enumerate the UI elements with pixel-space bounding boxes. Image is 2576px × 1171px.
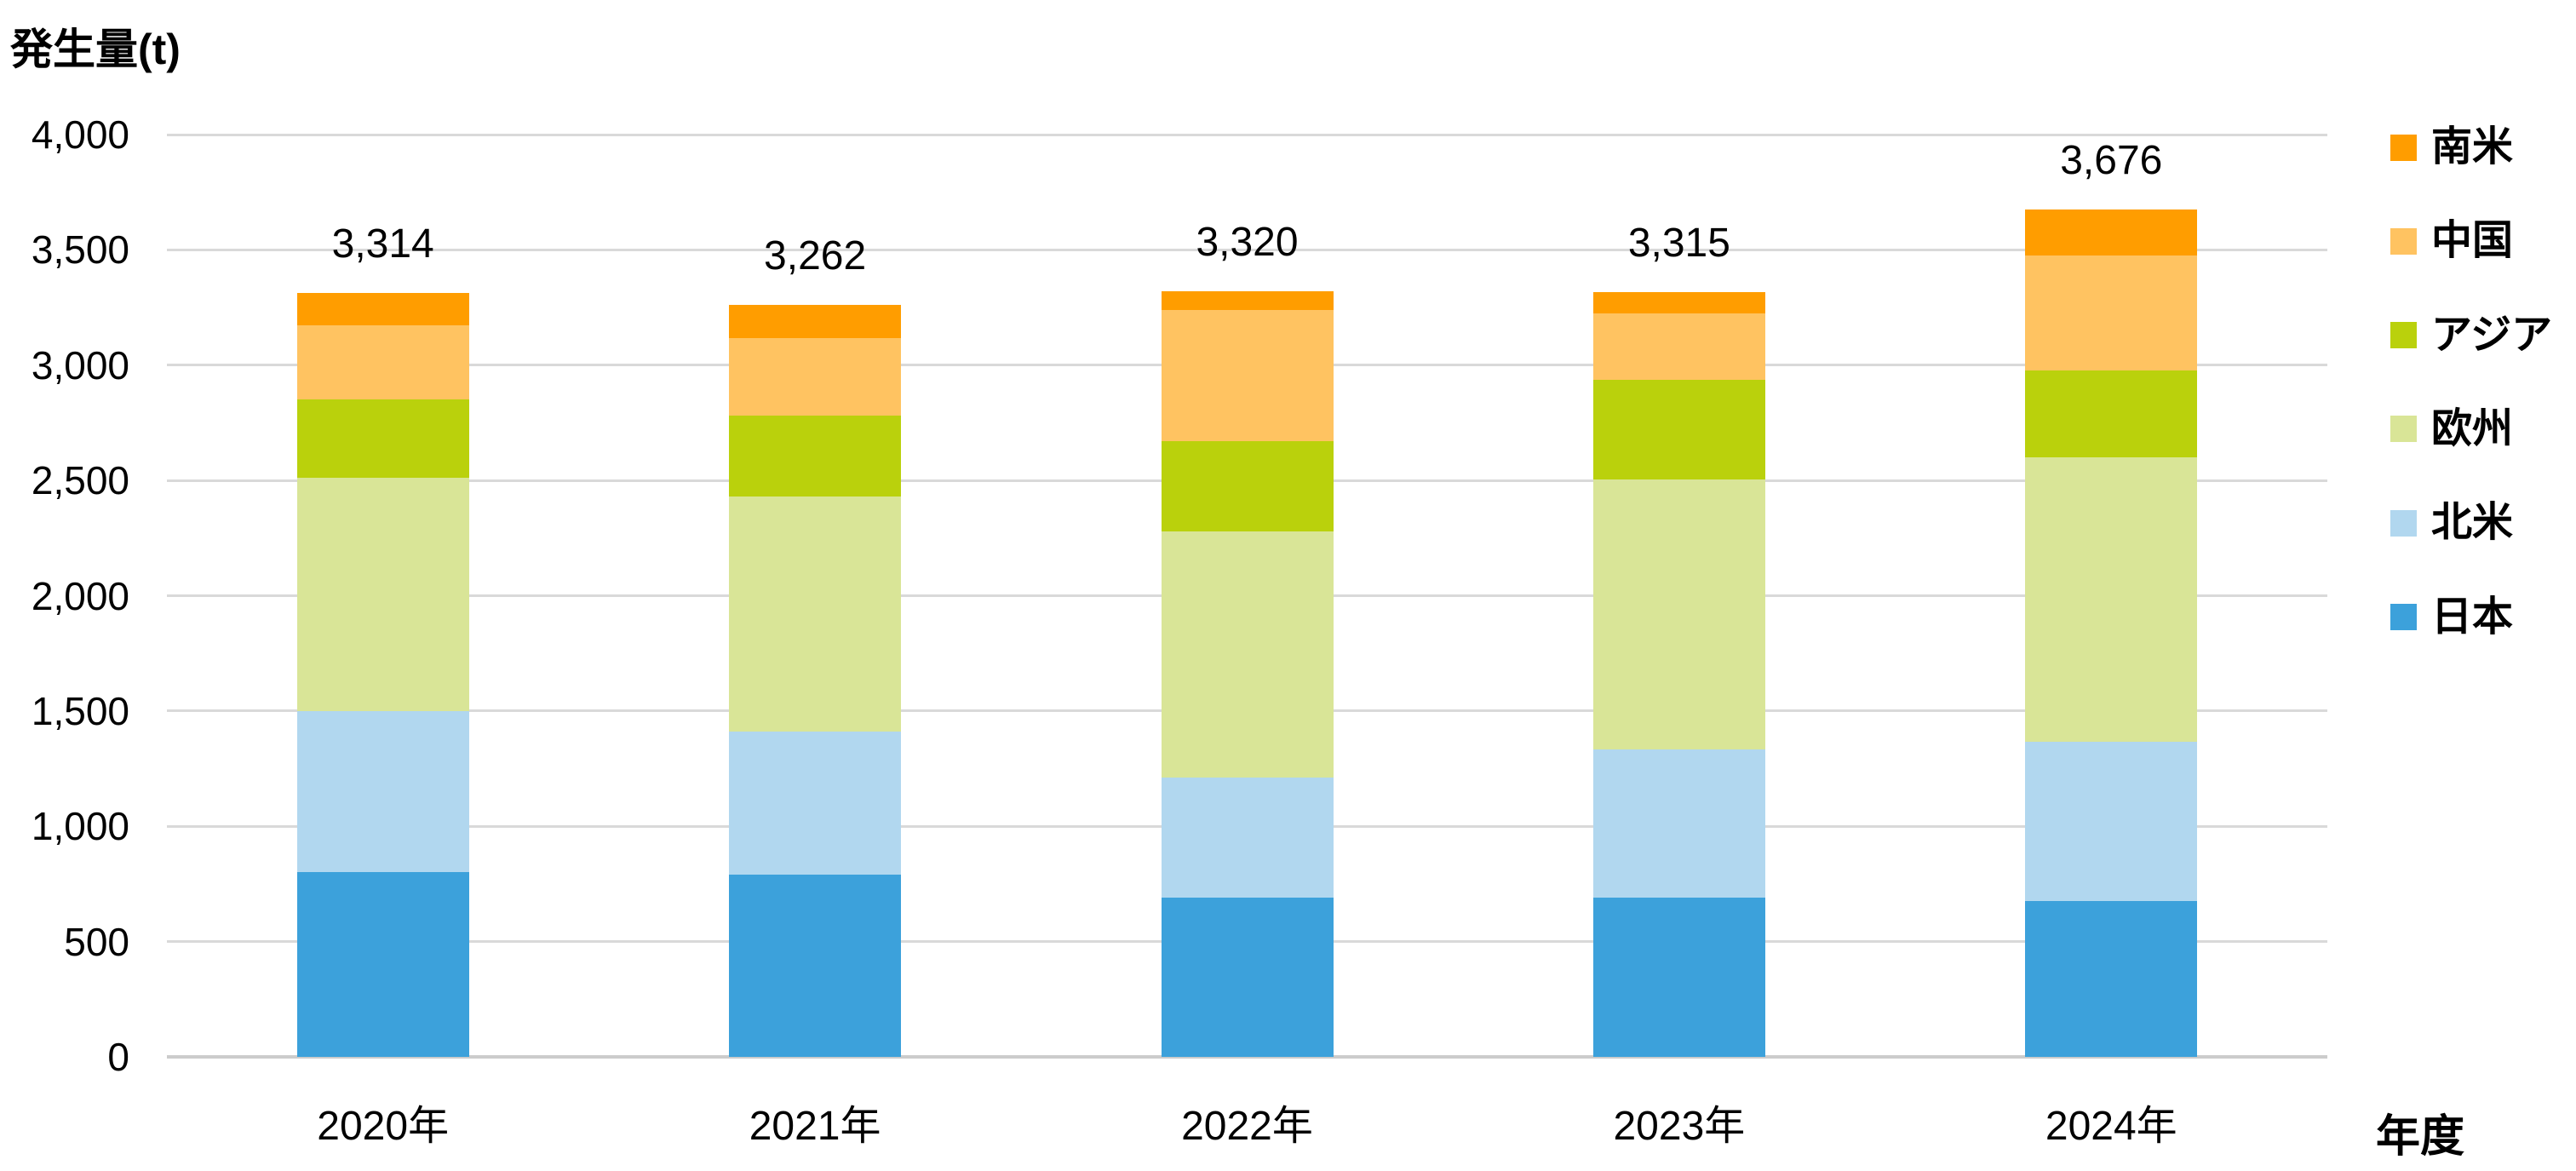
legend-item-アジア: アジア <box>2390 313 2552 358</box>
legend-swatch-icon <box>2390 322 2417 349</box>
bar-2021年-segment-中国 <box>729 338 902 416</box>
legend-swatch-icon <box>2390 509 2417 537</box>
legend-label: 中国 <box>2431 218 2514 264</box>
legend-label: 日本 <box>2431 594 2514 640</box>
bar-2021年-segment-北米 <box>729 732 902 875</box>
bar-2024年-segment-中国 <box>2025 255 2198 371</box>
gridline-3500 <box>167 248 2327 251</box>
legend-label: 北米 <box>2431 500 2514 546</box>
legend-swatch-icon <box>2390 604 2417 630</box>
y-tick-label: 4,000 <box>31 112 129 157</box>
x-tick-label: 2024年 <box>2045 1104 2177 1149</box>
bar-2022年-segment-日本 <box>1161 898 1334 1057</box>
bar-2020年-segment-アジア <box>296 399 469 479</box>
gridline-4000 <box>167 133 2327 136</box>
bar-2023年-segment-日本 <box>1592 898 1765 1057</box>
bar-2024年-segment-日本 <box>2025 901 2198 1057</box>
bar-2023年-segment-アジア <box>1592 380 1765 479</box>
y-tick-label: 2,000 <box>31 573 129 618</box>
bar-2020年-segment-北米 <box>296 710 469 873</box>
bar-2021年-segment-欧州 <box>729 497 902 732</box>
y-tick-label: 500 <box>64 919 129 964</box>
legend-label: 欧州 <box>2431 405 2514 451</box>
bar-2023年-segment-北米 <box>1592 749 1765 898</box>
bar-total-label: 3,262 <box>764 232 867 278</box>
bar-2023年-segment-中国 <box>1592 313 1765 381</box>
bar-total-label: 3,320 <box>1196 220 1299 266</box>
x-tick-label: 2023年 <box>1613 1104 1746 1149</box>
bar-2020年-segment-南米 <box>296 292 469 325</box>
y-tick-label: 3,000 <box>31 342 129 387</box>
bar-2023年-segment-欧州 <box>1592 479 1765 749</box>
bar-2024年-segment-北米 <box>2025 742 2198 902</box>
legend-swatch-icon <box>2390 416 2417 443</box>
bar-total-label: 3,315 <box>1627 221 1730 267</box>
bar-2022年-segment-欧州 <box>1161 531 1334 778</box>
bar-2024年-segment-欧州 <box>2025 456 2198 743</box>
y-tick-label: 1,500 <box>31 688 129 733</box>
legend-item-南米: 南米 <box>2390 125 2513 169</box>
legend-swatch-icon <box>2390 134 2417 161</box>
bar-2020年-segment-日本 <box>296 872 469 1057</box>
x-tick-label: 2021年 <box>749 1104 881 1149</box>
x-axis-title: 年度 <box>2376 1112 2465 1162</box>
x-tick-label: 2020年 <box>317 1104 450 1149</box>
bar-2020年-segment-欧州 <box>296 478 469 711</box>
legend-item-北米: 北米 <box>2390 501 2513 545</box>
y-tick-label: 1,000 <box>31 804 129 849</box>
legend-item-日本: 日本 <box>2390 594 2514 640</box>
gridline-0 <box>167 1055 2327 1059</box>
bar-2021年-segment-アジア <box>729 416 902 497</box>
y-tick-label: 2,500 <box>31 458 129 503</box>
bar-2024年-segment-南米 <box>2025 209 2198 255</box>
bar-2022年-segment-アジア <box>1161 441 1334 531</box>
y-tick-label: 3,500 <box>31 227 129 273</box>
legend-item-中国: 中国 <box>2390 219 2513 263</box>
bar-2021年-segment-日本 <box>729 875 902 1057</box>
bar-2022年-segment-南米 <box>1161 291 1334 310</box>
bar-2021年-segment-南米 <box>729 304 902 339</box>
x-tick-label: 2022年 <box>1181 1104 1313 1149</box>
legend-label: アジア <box>2431 312 2553 358</box>
legend-swatch-icon <box>2390 227 2417 255</box>
y-axis-title: 発生量(t) <box>10 26 181 73</box>
bar-2022年-segment-中国 <box>1161 309 1334 442</box>
bar-total-label: 3,314 <box>331 221 434 267</box>
legend-item-欧州: 欧州 <box>2390 405 2514 451</box>
y-tick-label: 0 <box>107 1035 129 1079</box>
bar-2024年-segment-アジア <box>2025 370 2198 457</box>
legend-label: 南米 <box>2431 124 2514 169</box>
bar-2023年-segment-南米 <box>1592 292 1765 313</box>
bar-2022年-segment-北米 <box>1161 778 1334 898</box>
bar-total-label: 3,676 <box>2060 137 2163 183</box>
bar-2020年-segment-中国 <box>296 324 469 400</box>
